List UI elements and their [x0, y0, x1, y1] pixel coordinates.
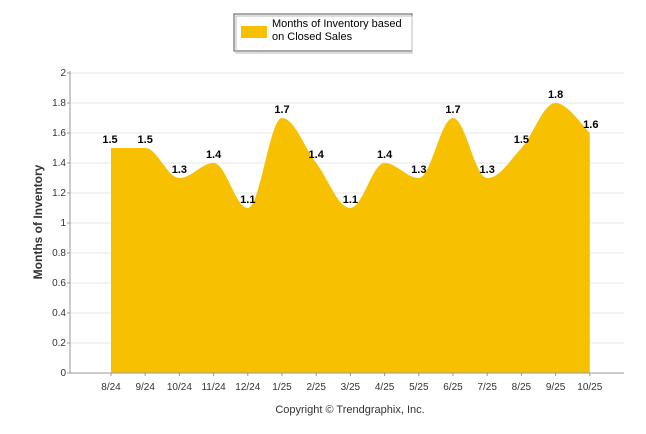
y-axis-title: Months of Inventory	[31, 164, 45, 279]
legend-shadow	[235, 15, 413, 54]
legend-label-line-2: on Closed Sales	[272, 31, 353, 43]
data-label: 1.4	[377, 149, 393, 161]
y-tick-label: 0	[60, 368, 66, 379]
x-tick-label: 8/25	[512, 382, 532, 393]
axes	[67, 71, 624, 376]
x-tick-labels: 8/24 9/24 10/24 11/24 12/24 1/25 2/25 3/25 4/25 5…	[101, 382, 602, 393]
x-tick-label: 6/25	[443, 382, 463, 393]
y-tick-label: 0.4	[52, 308, 66, 319]
y-tick-label: 1.6	[52, 128, 66, 139]
data-label: 1.6	[583, 119, 598, 131]
y-tick-label: 0.6	[52, 278, 66, 289]
y-tick-label: 1.8	[52, 98, 66, 109]
y-tick-label: 1	[60, 218, 66, 229]
data-label: 1.7	[274, 104, 289, 116]
y-tick-labels: 0 0.2 0.4 0.6 0.8 1 1.2 1.4 1.6 1.8 2	[52, 68, 66, 379]
x-tick-label: 9/25	[546, 382, 566, 393]
x-tick-label: 11/24	[201, 382, 226, 393]
data-label: 1.4	[206, 149, 222, 161]
copyright-text: Copyright © Trendgraphix, Inc.	[275, 404, 424, 416]
data-label: 1.4	[309, 149, 325, 161]
x-tick-label: 8/24	[101, 382, 121, 393]
x-tick-label: 7/25	[477, 382, 497, 393]
x-tick-label: 12/24	[235, 382, 260, 393]
y-tick-label: 2	[60, 68, 66, 79]
y-tick-label: 0.8	[52, 248, 66, 259]
data-label: 1.3	[480, 164, 495, 176]
data-label: 1.5	[102, 134, 117, 146]
y-tick-label: 1.4	[52, 158, 66, 169]
data-labels: 1.5 1.5 1.3 1.4 1.1 1.7 1.4 1.1 1.4 1.3 1.7 1.3 1.5 1…	[102, 89, 598, 206]
x-tick-label: 3/25	[341, 382, 361, 393]
x-tick-label: 9/24	[135, 382, 155, 393]
x-tick-label: 10/24	[167, 382, 192, 393]
data-label: 1.5	[138, 134, 153, 146]
data-label: 1.5	[514, 134, 529, 146]
x-tick-label: 2/25	[306, 382, 326, 393]
data-label: 1.8	[548, 89, 563, 101]
legend: Months of Inventory based on Closed Sale…	[233, 13, 413, 54]
y-tick-label: 1.2	[52, 188, 66, 199]
data-label: 1.7	[445, 104, 460, 116]
data-label: 1.3	[172, 164, 187, 176]
x-tick-label: 1/25	[272, 382, 292, 393]
area-series	[111, 103, 590, 373]
area-fill	[111, 103, 590, 373]
legend-swatch	[241, 26, 267, 38]
x-tick-label: 5/25	[409, 382, 429, 393]
y-tick-label: 0.2	[52, 338, 66, 349]
data-label: 1.1	[240, 194, 255, 206]
x-tick-label: 4/25	[375, 382, 395, 393]
x-tick-label: 10/25	[577, 382, 602, 393]
data-label: 1.3	[411, 164, 426, 176]
legend-label-line-1: Months of Inventory based	[272, 18, 402, 30]
data-label: 1.1	[343, 194, 358, 206]
